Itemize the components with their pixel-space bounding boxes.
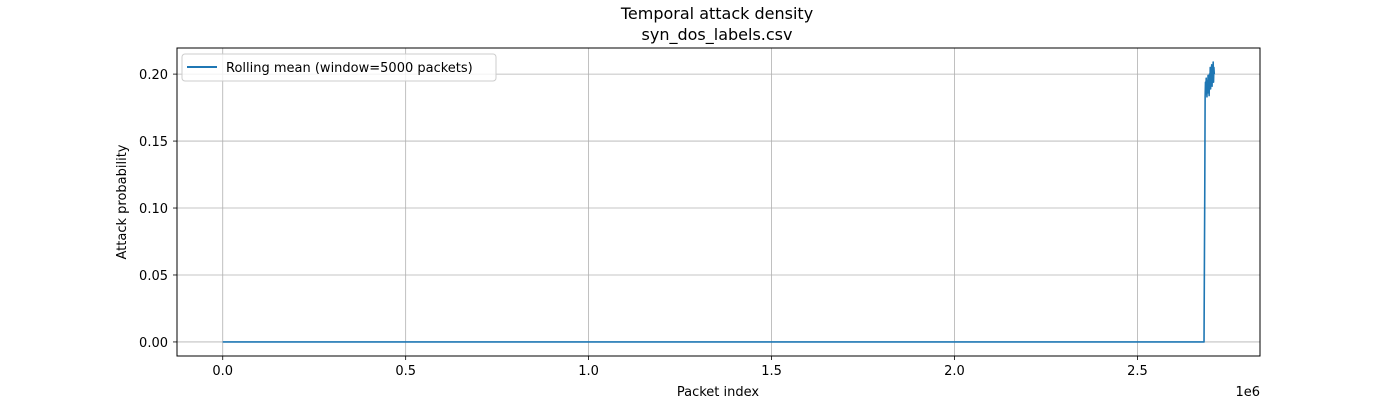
grid [177, 48, 1260, 356]
axis-ticks: 0.0 0.5 1.0 1.5 2.0 2.5 0.00 0.05 0.10 0.15 0.20 [139, 68, 1148, 379]
series-lines [222, 61, 1216, 343]
x-tick-label: 2.5 [1127, 364, 1148, 379]
x-axis-offset-label: 1e6 [1235, 385, 1260, 400]
chart-subtitle: syn_dos_labels.csv [642, 25, 793, 45]
legend-box [181, 53, 497, 82]
x-tick-label: 0.0 [212, 364, 233, 379]
x-tick-label: 0.5 [395, 364, 416, 379]
chart-title: Temporal attack density [620, 4, 813, 23]
plot-frame [176, 47, 1261, 357]
y-tick-label: 0.10 [139, 202, 168, 217]
y-tick-label: 0.15 [139, 135, 168, 150]
x-axis-label: Packet index [677, 385, 760, 400]
y-tick-label: 0.00 [139, 336, 168, 351]
y-axis-label: Attack probability [115, 144, 130, 259]
x-tick-label: 1.0 [578, 364, 599, 379]
legend-label: Rolling mean (window=5000 packets) [226, 61, 473, 76]
y-tick-label: 0.05 [139, 269, 168, 284]
series-line [222, 61, 1216, 343]
legend: Rolling mean (window=5000 packets) [181, 53, 497, 82]
x-tick-label: 1.5 [761, 364, 782, 379]
y-tick-label: 0.20 [139, 68, 168, 83]
x-tick-label: 2.0 [944, 364, 965, 379]
